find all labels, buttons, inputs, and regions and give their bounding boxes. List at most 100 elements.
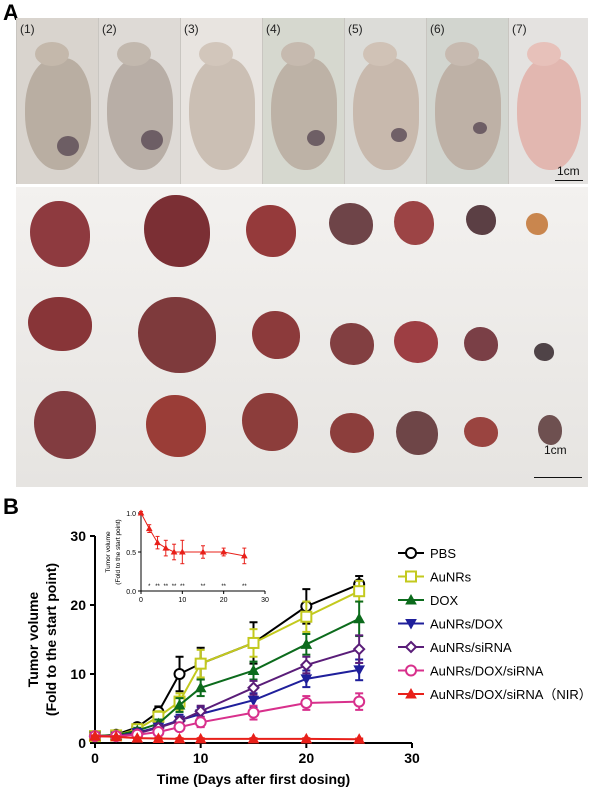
data-point bbox=[194, 704, 208, 718]
tumor-r1-c2 bbox=[144, 195, 210, 267]
inset-series-line bbox=[140, 512, 245, 557]
data-point bbox=[89, 730, 101, 741]
tumor-r2-c2 bbox=[138, 297, 216, 373]
scale-bar-label-bottom: 1cm bbox=[544, 443, 567, 457]
data-point bbox=[300, 638, 313, 649]
data-point bbox=[300, 610, 313, 623]
x-tick-label: 20 bbox=[299, 750, 315, 766]
data-point bbox=[353, 733, 366, 744]
legend-label: AuNRs/DOX/siRNA（NIR） bbox=[430, 687, 592, 702]
data-point bbox=[299, 658, 313, 672]
significance-marker: ** bbox=[221, 584, 226, 590]
legend-label: AuNRs/siRNA bbox=[430, 640, 512, 655]
tumor-r2-c7 bbox=[534, 343, 554, 361]
inset-y-tick-label: 0.5 bbox=[126, 550, 136, 557]
significance-marker: ** bbox=[242, 584, 247, 590]
mouse-photo-2: (2) bbox=[98, 18, 181, 184]
mouse-label: (3) bbox=[184, 22, 199, 36]
data-point bbox=[247, 636, 260, 649]
data-point bbox=[110, 730, 122, 742]
inset-y-tick-label: 0.0 bbox=[126, 589, 136, 596]
inset-data-point bbox=[137, 509, 145, 516]
tumor-r1-c4 bbox=[329, 203, 373, 245]
mouse-photo-3: (3) bbox=[180, 18, 263, 184]
data-point bbox=[131, 732, 144, 743]
data-point bbox=[353, 665, 366, 676]
data-point bbox=[173, 668, 186, 680]
inset-data-point bbox=[178, 548, 186, 555]
inset-data-point bbox=[220, 548, 228, 555]
data-point bbox=[152, 732, 165, 744]
data-point bbox=[247, 664, 260, 676]
x-tick-label: 30 bbox=[404, 750, 420, 766]
mouse-label: (5) bbox=[348, 22, 363, 36]
panel-a-letter: A bbox=[3, 0, 19, 25]
y-tick-label: 0 bbox=[78, 735, 86, 751]
mouse-photo-6: (6) bbox=[426, 18, 509, 184]
tumor-r1-c3 bbox=[246, 205, 296, 257]
main-chart-axes: 0 10 20 30 0 10 20 30 Time (Days after first dos… bbox=[25, 528, 420, 787]
data-point bbox=[353, 695, 366, 708]
significance-marker: * bbox=[148, 584, 151, 590]
x-axis-title: Time (Days after first dosing) bbox=[157, 771, 350, 787]
scale-bar-bottom bbox=[534, 477, 582, 478]
scale-bar-top bbox=[555, 180, 583, 181]
data-point bbox=[194, 732, 207, 744]
legend-label: DOX bbox=[430, 593, 459, 608]
series-4 bbox=[88, 634, 366, 743]
inset-data-point bbox=[170, 548, 178, 555]
tumor-r2-c5 bbox=[394, 321, 438, 363]
data-point bbox=[300, 674, 313, 685]
scale-bar-label-top: 1cm bbox=[557, 164, 580, 178]
inset-y-axis-subtitle: (Fold to the start point) bbox=[115, 519, 122, 584]
tumor-r1-c5 bbox=[394, 201, 434, 245]
series-6 bbox=[89, 730, 366, 744]
tumor-r1-c1 bbox=[30, 201, 90, 267]
inset-x-tick-label: 20 bbox=[220, 597, 228, 604]
inset-data-point bbox=[145, 525, 153, 532]
legend-label: AuNRs/DOX/siRNA bbox=[430, 664, 544, 679]
series-line bbox=[94, 590, 360, 738]
tumor-r2-c6 bbox=[464, 327, 498, 361]
data-point bbox=[173, 721, 186, 734]
tumor-r3-c1 bbox=[34, 391, 96, 459]
data-point bbox=[353, 612, 366, 624]
data-point bbox=[194, 716, 207, 729]
mouse-photo-1: (1) bbox=[16, 18, 99, 184]
data-point bbox=[194, 657, 207, 670]
inset-data-point bbox=[240, 552, 248, 559]
mouse-label: (6) bbox=[430, 22, 445, 36]
data-point bbox=[300, 696, 313, 709]
tumor-r3-c6 bbox=[464, 417, 498, 447]
x-tick-label: 0 bbox=[91, 750, 99, 766]
tumor-r3-c5 bbox=[396, 411, 438, 455]
mouse-photo-7: (7) 1cm bbox=[508, 18, 588, 184]
x-tick-label: 10 bbox=[193, 750, 209, 766]
tumor-r3-c3 bbox=[242, 393, 298, 451]
mouse-label: (2) bbox=[102, 22, 117, 36]
y-tick-label: 20 bbox=[70, 597, 86, 613]
tumor-r1-c6 bbox=[466, 205, 496, 235]
y-axis-subtitle: (Fold to the start point) bbox=[43, 563, 59, 716]
series-2 bbox=[89, 600, 366, 741]
mouse-label: (7) bbox=[512, 22, 527, 36]
data-point bbox=[173, 732, 186, 744]
legend-marker bbox=[405, 547, 417, 559]
tumor-r2-c1 bbox=[28, 297, 92, 351]
mice-photo: (1) (2) (3) (4) (5) (6) (7) 1cm bbox=[16, 18, 588, 184]
inset-y-tick-label: 1.0 bbox=[126, 511, 136, 518]
data-point bbox=[247, 732, 260, 744]
data-point bbox=[353, 585, 366, 598]
data-point bbox=[300, 732, 313, 744]
legend-marker bbox=[405, 593, 417, 605]
tumor-r3-c7 bbox=[538, 415, 562, 445]
inset-x-tick-label: 10 bbox=[178, 597, 186, 604]
legend-marker bbox=[404, 640, 418, 654]
legend-marker bbox=[405, 687, 417, 699]
inset-data-point bbox=[199, 548, 207, 555]
significance-marker: ** bbox=[172, 584, 177, 590]
tumor-r1-c7 bbox=[526, 213, 548, 235]
data-point bbox=[352, 642, 366, 656]
inset-data-point bbox=[162, 544, 170, 551]
inset-x-tick-label: 30 bbox=[261, 597, 269, 604]
